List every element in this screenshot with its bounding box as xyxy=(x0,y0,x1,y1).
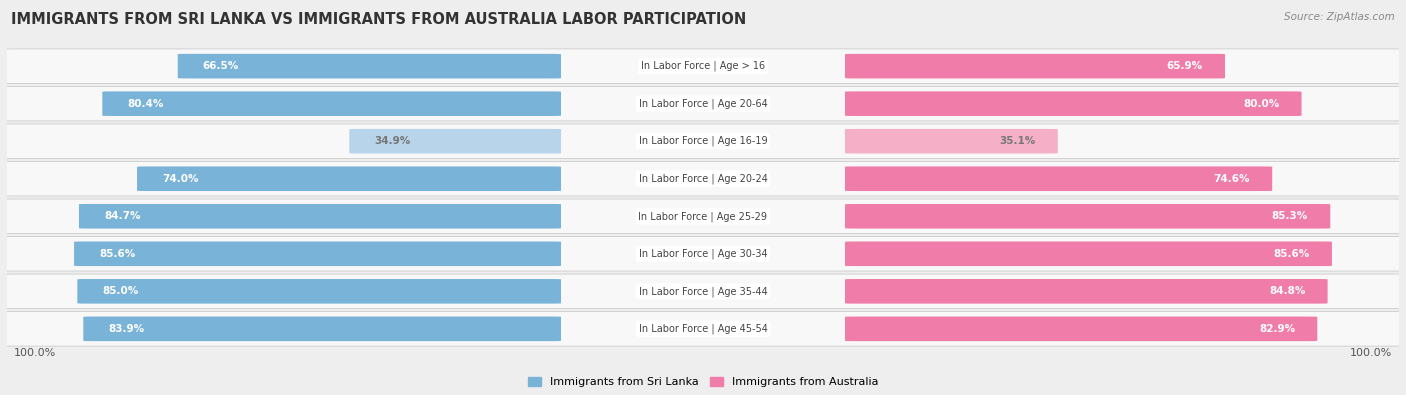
Text: 85.0%: 85.0% xyxy=(103,286,139,296)
FancyBboxPatch shape xyxy=(845,316,1317,341)
Text: 80.0%: 80.0% xyxy=(1243,99,1279,109)
FancyBboxPatch shape xyxy=(845,91,1302,116)
FancyBboxPatch shape xyxy=(0,87,1406,121)
FancyBboxPatch shape xyxy=(77,279,561,304)
Text: 34.9%: 34.9% xyxy=(374,136,411,146)
FancyBboxPatch shape xyxy=(103,91,561,116)
Text: 82.9%: 82.9% xyxy=(1258,324,1295,334)
Text: Source: ZipAtlas.com: Source: ZipAtlas.com xyxy=(1284,12,1395,22)
FancyBboxPatch shape xyxy=(0,124,1406,158)
FancyBboxPatch shape xyxy=(845,241,1331,266)
FancyBboxPatch shape xyxy=(0,274,1406,308)
Text: 66.5%: 66.5% xyxy=(202,61,239,71)
Text: In Labor Force | Age 45-54: In Labor Force | Age 45-54 xyxy=(638,324,768,334)
Text: In Labor Force | Age 30-34: In Labor Force | Age 30-34 xyxy=(638,248,768,259)
Text: In Labor Force | Age 16-19: In Labor Force | Age 16-19 xyxy=(638,136,768,147)
FancyBboxPatch shape xyxy=(0,312,1406,346)
FancyBboxPatch shape xyxy=(0,237,1406,271)
FancyBboxPatch shape xyxy=(845,129,1057,154)
FancyBboxPatch shape xyxy=(845,204,1330,229)
Text: 85.6%: 85.6% xyxy=(1274,249,1309,259)
Text: IMMIGRANTS FROM SRI LANKA VS IMMIGRANTS FROM AUSTRALIA LABOR PARTICIPATION: IMMIGRANTS FROM SRI LANKA VS IMMIGRANTS … xyxy=(11,12,747,27)
Text: 80.4%: 80.4% xyxy=(128,99,163,109)
Text: 100.0%: 100.0% xyxy=(14,348,56,358)
FancyBboxPatch shape xyxy=(0,199,1406,233)
Text: 85.3%: 85.3% xyxy=(1272,211,1308,221)
Text: 84.8%: 84.8% xyxy=(1270,286,1305,296)
Text: 74.0%: 74.0% xyxy=(162,174,198,184)
Text: In Labor Force | Age 20-64: In Labor Force | Age 20-64 xyxy=(638,98,768,109)
Text: In Labor Force | Age 35-44: In Labor Force | Age 35-44 xyxy=(638,286,768,297)
FancyBboxPatch shape xyxy=(75,241,561,266)
FancyBboxPatch shape xyxy=(136,166,561,191)
FancyBboxPatch shape xyxy=(845,279,1327,304)
Legend: Immigrants from Sri Lanka, Immigrants from Australia: Immigrants from Sri Lanka, Immigrants fr… xyxy=(527,376,879,387)
FancyBboxPatch shape xyxy=(845,54,1225,79)
Text: 35.1%: 35.1% xyxy=(1000,136,1036,146)
FancyBboxPatch shape xyxy=(83,316,561,341)
Text: 65.9%: 65.9% xyxy=(1167,61,1202,71)
Text: In Labor Force | Age 20-24: In Labor Force | Age 20-24 xyxy=(638,173,768,184)
FancyBboxPatch shape xyxy=(349,129,561,154)
Text: 74.6%: 74.6% xyxy=(1213,174,1250,184)
Text: 100.0%: 100.0% xyxy=(1350,348,1392,358)
Text: In Labor Force | Age 25-29: In Labor Force | Age 25-29 xyxy=(638,211,768,222)
Text: 85.6%: 85.6% xyxy=(98,249,135,259)
Text: 83.9%: 83.9% xyxy=(108,324,145,334)
Text: 84.7%: 84.7% xyxy=(104,211,141,221)
FancyBboxPatch shape xyxy=(0,162,1406,196)
Text: In Labor Force | Age > 16: In Labor Force | Age > 16 xyxy=(641,61,765,71)
FancyBboxPatch shape xyxy=(845,166,1272,191)
FancyBboxPatch shape xyxy=(0,49,1406,83)
FancyBboxPatch shape xyxy=(79,204,561,229)
FancyBboxPatch shape xyxy=(177,54,561,79)
